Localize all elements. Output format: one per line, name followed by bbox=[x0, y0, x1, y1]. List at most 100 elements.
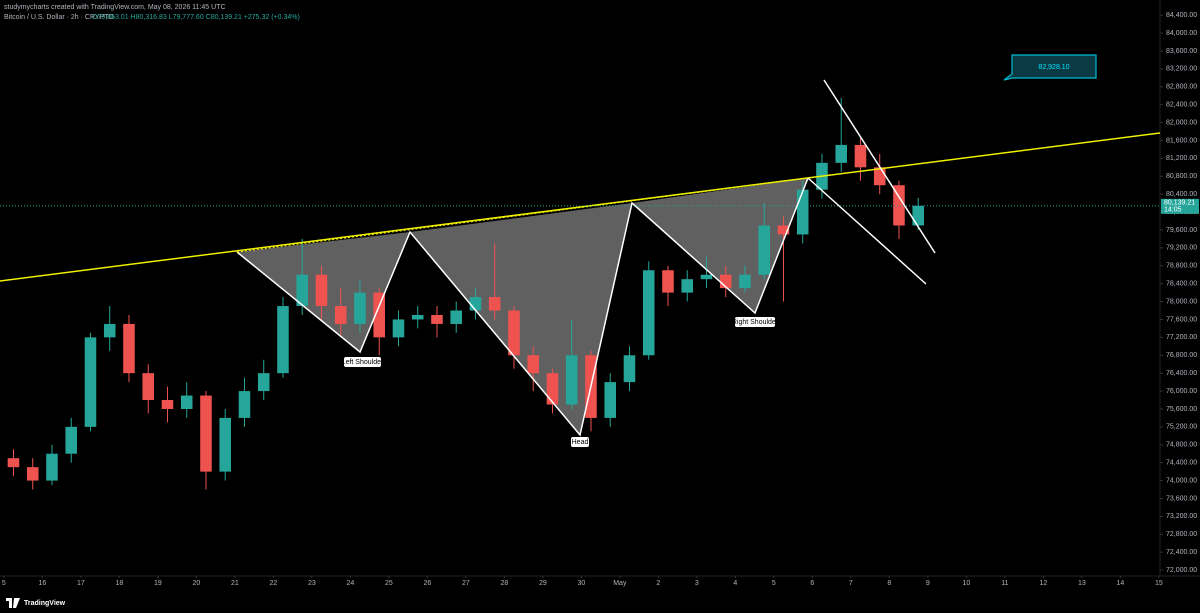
logo-icon bbox=[6, 598, 20, 608]
candle-body bbox=[739, 274, 751, 289]
candle-body bbox=[219, 417, 231, 472]
x-tick-label: 12 bbox=[1039, 580, 1047, 587]
x-tick-label: 13 bbox=[1078, 580, 1086, 587]
candle-body bbox=[681, 279, 693, 293]
axes: 72,000.00 72,400.00 72,800.00 73,200.00 73,6… bbox=[0, 12, 1199, 587]
y-tick-label: 81,200.00 bbox=[1166, 155, 1197, 162]
channel-bottom bbox=[807, 177, 927, 285]
neckline bbox=[0, 132, 1161, 282]
annotation: Left Shoulder bbox=[342, 359, 384, 366]
x-tick-label: 16 bbox=[38, 580, 46, 587]
y-tick-label: 83,600.00 bbox=[1166, 48, 1197, 55]
brand: TradingView bbox=[24, 600, 66, 607]
pattern-lines: Left Shoulder Head Right Shoulder 82,928… bbox=[0, 54, 1161, 447]
x-tick-label: 7 bbox=[849, 580, 853, 587]
x-tick-label: 23 bbox=[308, 580, 316, 587]
last-price: 80,139.21 bbox=[1164, 200, 1195, 207]
x-tick-label: May bbox=[613, 580, 627, 587]
candle-body bbox=[334, 306, 347, 324]
annotation: Head bbox=[572, 439, 589, 446]
candle-body bbox=[65, 426, 77, 454]
candle-body bbox=[604, 382, 616, 418]
y-tick-label: 80,400.00 bbox=[1166, 191, 1197, 198]
candle-body bbox=[296, 274, 308, 307]
y-tick-label: 84,000.00 bbox=[1166, 30, 1197, 37]
candle-body bbox=[758, 225, 770, 275]
y-tick-label: 75,600.00 bbox=[1166, 406, 1197, 413]
y-tick-label: 84,400.00 bbox=[1166, 12, 1197, 19]
candle-body bbox=[315, 274, 328, 307]
candle-body bbox=[508, 310, 520, 356]
y-tick-label: 74,000.00 bbox=[1166, 477, 1197, 484]
candle-body bbox=[411, 314, 424, 320]
y-tick-label: 79,600.00 bbox=[1166, 227, 1197, 234]
candle-body bbox=[161, 400, 174, 409]
candle-body bbox=[7, 458, 20, 468]
x-tick-label: 26 bbox=[423, 580, 431, 587]
y-tick-label: 74,800.00 bbox=[1166, 442, 1197, 449]
last-price-box bbox=[1161, 198, 1199, 214]
candle-body bbox=[893, 185, 905, 226]
x-tick-label: 19 bbox=[154, 580, 162, 587]
candle-body bbox=[623, 355, 636, 383]
candle-body bbox=[546, 373, 559, 405]
x-tick-label: 5 bbox=[2, 580, 6, 587]
y-tick-label: 76,000.00 bbox=[1166, 388, 1197, 395]
candle-body bbox=[912, 205, 924, 226]
y-tick-label: 82,000.00 bbox=[1166, 119, 1197, 126]
candle-body bbox=[565, 355, 578, 405]
symbol: Bitcoin / U.S. Dollar · 2h · CRYPTO bbox=[4, 14, 114, 21]
credit: studymycharts created with TradingView.c… bbox=[4, 4, 226, 11]
channel-top bbox=[823, 79, 936, 254]
x-tick-label: 22 bbox=[269, 580, 277, 587]
candle-body bbox=[450, 310, 462, 324]
y-tick-label: 78,800.00 bbox=[1166, 263, 1197, 270]
x-tick-label: 25 bbox=[385, 580, 393, 587]
x-tick-label: 3 bbox=[695, 580, 699, 587]
countdown: 14:05 bbox=[1164, 207, 1182, 214]
y-tick-label: 77,600.00 bbox=[1166, 316, 1197, 323]
y-tick-label: 72,800.00 bbox=[1166, 531, 1197, 538]
candle-body bbox=[854, 144, 867, 168]
candle-body bbox=[46, 453, 58, 481]
x-tick-label: 8 bbox=[887, 580, 891, 587]
y-tick-label: 76,800.00 bbox=[1166, 352, 1197, 359]
ohlc: O79,863.01 H80,316.83 L79,777.60 C80,139… bbox=[92, 14, 300, 21]
x-tick-label: 30 bbox=[577, 580, 585, 587]
x-tick-label: 6 bbox=[810, 580, 814, 587]
y-tick-label: 76,400.00 bbox=[1166, 370, 1197, 377]
y-tick-label: 82,800.00 bbox=[1166, 84, 1197, 91]
x-tick-label: 4 bbox=[733, 580, 737, 587]
candle-body bbox=[700, 274, 713, 280]
candle-body bbox=[257, 373, 270, 392]
y-tick-label: 82,400.00 bbox=[1166, 102, 1197, 109]
x-tick-label: 5 bbox=[772, 580, 776, 587]
x-tick-label: 29 bbox=[539, 580, 547, 587]
candle-body bbox=[719, 274, 732, 289]
candle-body bbox=[642, 270, 655, 356]
x-tick-label: 15 bbox=[1155, 580, 1163, 587]
x-tick-label: 24 bbox=[346, 580, 354, 587]
candle-body bbox=[238, 391, 251, 418]
candle-body bbox=[392, 319, 405, 338]
x-tick-label: 14 bbox=[1116, 580, 1124, 587]
candle-body bbox=[103, 323, 116, 338]
x-tick-label: 10 bbox=[962, 580, 970, 587]
y-tick-label: 72,000.00 bbox=[1166, 567, 1197, 574]
x-tick-label: 28 bbox=[500, 580, 508, 587]
x-tick-label: 21 bbox=[231, 580, 239, 587]
candle-body bbox=[777, 225, 790, 235]
annotation: Right Shoulder bbox=[732, 319, 779, 326]
candle-body bbox=[488, 297, 501, 311]
candle-body bbox=[431, 314, 443, 324]
y-tick-label: 72,400.00 bbox=[1166, 549, 1197, 556]
candle-body bbox=[373, 292, 385, 338]
y-tick-label: 81,600.00 bbox=[1166, 137, 1197, 144]
y-tick-label: 73,200.00 bbox=[1166, 513, 1197, 520]
y-tick-label: 78,000.00 bbox=[1166, 298, 1197, 305]
target-price: 82,928.10 bbox=[1038, 64, 1069, 71]
label-box bbox=[344, 357, 381, 367]
y-tick-label: 73,600.00 bbox=[1166, 495, 1197, 502]
